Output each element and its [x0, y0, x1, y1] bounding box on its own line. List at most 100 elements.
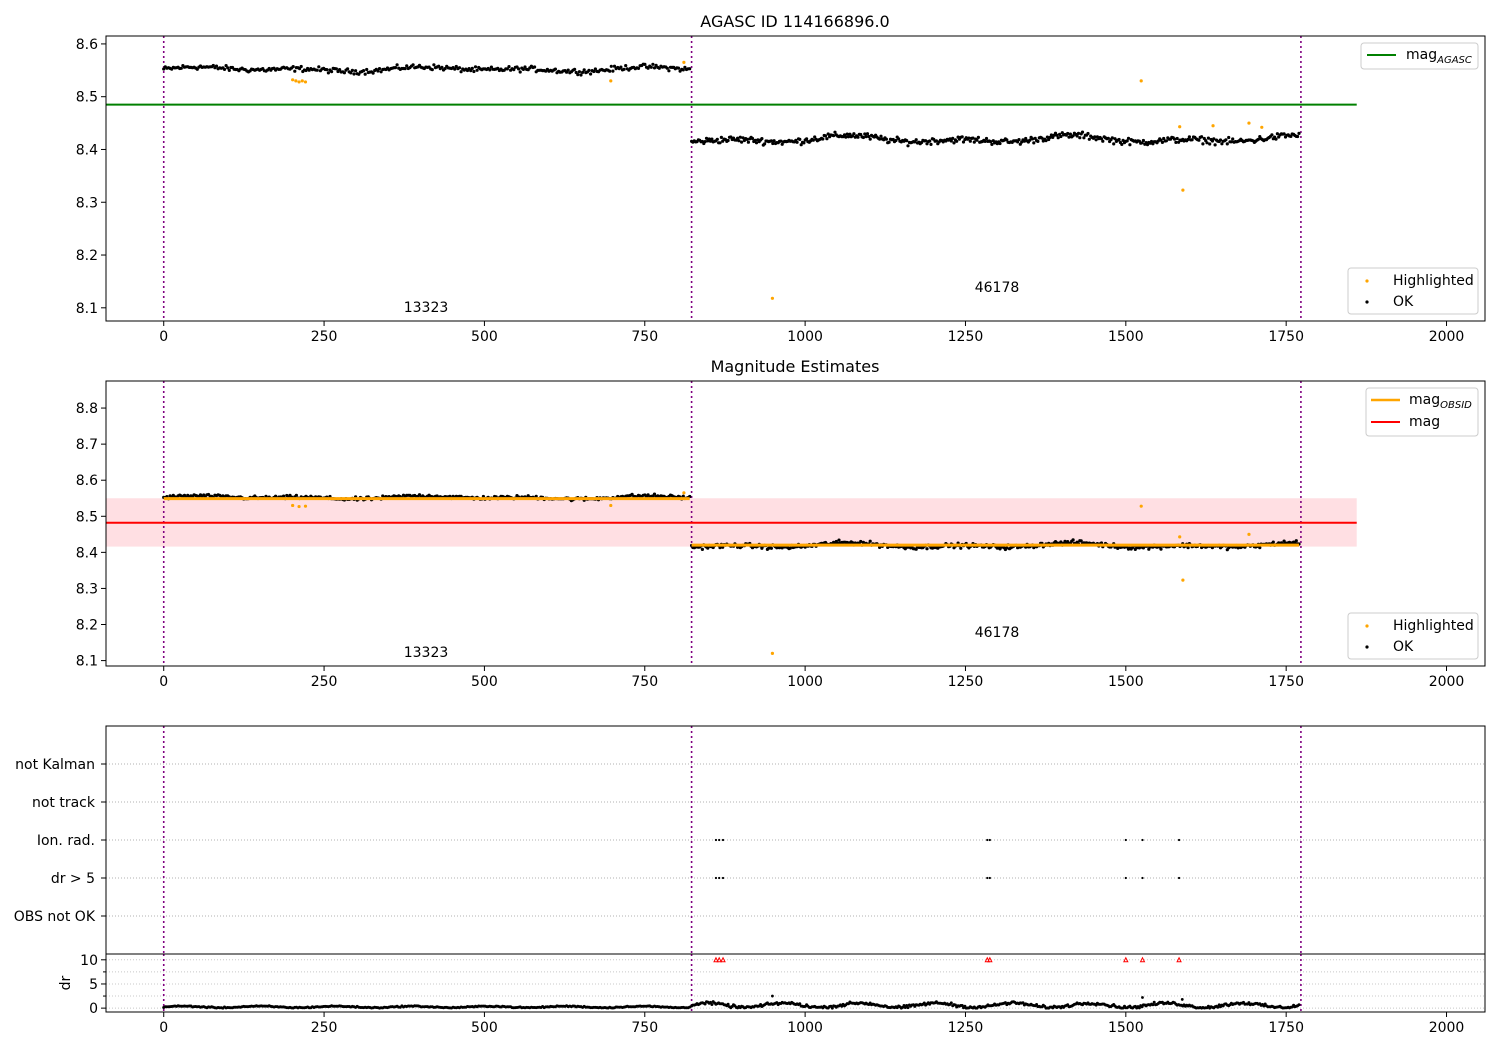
estimates-xtick-label: 0: [159, 674, 168, 690]
agasc-ok-point: [1078, 136, 1082, 140]
dr-ytick-label: 0: [89, 1001, 98, 1017]
agasc-ok-point: [976, 135, 981, 139]
agasc-ok-point: [1206, 136, 1210, 140]
estimates-ok-point: [959, 546, 963, 550]
agasc-ok-point: [772, 139, 776, 143]
agasc-ok-point: [1045, 135, 1049, 139]
agasc-ok-point: [1213, 143, 1217, 147]
flag-label-not-kalman: not Kalman: [15, 757, 95, 773]
agasc-ok-point: [1282, 132, 1286, 136]
estimates-ytick-label: 8.2: [76, 618, 98, 634]
agasc-ok-point: [470, 66, 474, 70]
agasc-panel: AGASC ID 114166896.0 13323 46178 0 250 500…: [76, 12, 1486, 345]
agasc-ok-point: [589, 72, 593, 76]
estimates-highlighted-point: [291, 503, 295, 508]
agasc-ok-point: [609, 64, 613, 68]
agasc-ok-point: [1082, 136, 1086, 140]
estimates-panel: Magnitude Estimates 13323 46178 0 250 500 7…: [76, 357, 1486, 690]
agasc-ok-point: [823, 134, 828, 138]
agasc-xtick-label: 1500: [1108, 329, 1144, 345]
agasc-ok-point: [1186, 137, 1190, 141]
flag-point: [1124, 876, 1127, 880]
agasc-ok-point: [475, 68, 479, 72]
agasc-ok-point: [844, 135, 848, 139]
agasc-ok-point: [1231, 137, 1235, 141]
agasc-ok-point: [740, 140, 744, 144]
dr-point: [1297, 1003, 1301, 1007]
agasc-ok-point: [379, 70, 383, 74]
agasc-ok-point: [376, 69, 380, 73]
estimates-highlighted-point: [609, 503, 613, 508]
estimates-ok-point: [1059, 540, 1063, 544]
agasc-ok-point: [1067, 135, 1071, 139]
dr-xtick-label: 1250: [948, 1020, 984, 1036]
estimates-ok-point: [1071, 538, 1075, 542]
agasc-ok-point: [1066, 131, 1070, 136]
agasc-ok-point: [813, 135, 817, 139]
agasc-highlighted-point: [291, 78, 295, 82]
agasc-ok-point: [592, 69, 596, 74]
dr-point: [703, 1002, 707, 1006]
dr-panel-frame: [105, 953, 1486, 1013]
agasc-ok-point: [1289, 134, 1293, 138]
agasc-ok-point: [1086, 131, 1090, 136]
estimates-panel-title: Magnitude Estimates: [711, 357, 880, 376]
estimates-ok-point: [1005, 546, 1009, 550]
agasc-ok-point: [649, 65, 653, 69]
estimates-xtick-label: 750: [631, 674, 658, 690]
agasc-ok-point: [437, 64, 441, 68]
agasc-ok-point: [512, 68, 516, 72]
agasc-ok-point: [1040, 136, 1044, 140]
agasc-ok-point: [833, 130, 837, 134]
agasc-ok-point: [984, 136, 989, 141]
dr-xtick-label: 1000: [787, 1020, 823, 1036]
obsid-label-13323: 13323: [404, 300, 449, 316]
agasc-ok-point: [553, 67, 558, 71]
dr-point: [949, 1001, 953, 1005]
agasc-ok-point: [619, 65, 623, 69]
agasc-ok-point: [681, 68, 685, 72]
dr-xtick-label: 2000: [1429, 1020, 1465, 1036]
estimates-highlighted-point: [1247, 532, 1251, 536]
legend-mag-obsid-label: magOBSID: [1409, 392, 1472, 411]
dr-clipped-marker: [720, 956, 726, 963]
agasc-ok-point: [929, 142, 933, 146]
agasc-ok-point: [1274, 137, 1278, 141]
agasc-ok-point: [611, 69, 615, 73]
agasc-ok-point: [967, 136, 971, 140]
estimates-highlighted-point: [770, 651, 775, 655]
agasc-ok-point: [1174, 140, 1178, 144]
agasc-ok-point: [1190, 138, 1194, 142]
agasc-ok-point: [878, 137, 882, 141]
flag-point: [1177, 876, 1181, 880]
dr-point: [710, 1003, 714, 1006]
agasc-ok-point: [832, 134, 836, 138]
estimates-ytick-label: 8.1: [76, 654, 98, 670]
dr-axis-label: dr: [58, 975, 74, 990]
agasc-ok-point: [1125, 139, 1129, 143]
agasc-ok-point: [608, 69, 612, 73]
estimates-ok-point: [1294, 539, 1298, 543]
dr-point: [1216, 1005, 1220, 1009]
agasc-ok-point: [1080, 130, 1085, 134]
obsid-label-46178-estimates: 46178: [975, 625, 1020, 641]
agasc-ok-point: [325, 68, 329, 72]
agasc-ok-point: [489, 65, 493, 69]
agasc-ok-point: [905, 139, 909, 143]
agasc-ok-point: [1016, 140, 1020, 144]
estimates-ok-point: [294, 493, 298, 497]
flag-label-ion-rad: Ion. rad.: [37, 833, 95, 849]
agasc-ok-point: [753, 138, 757, 142]
agasc-ok-point: [357, 72, 361, 76]
agasc-ok-point: [884, 137, 889, 141]
legend-mag-agasc-label: magAGASC: [1406, 47, 1472, 66]
agasc-ok-point: [1044, 139, 1048, 143]
agasc-ok-point: [879, 134, 883, 138]
agasc-ok-point: [430, 68, 434, 72]
agasc-xtick-label: 250: [311, 329, 338, 345]
agasc-ok-point: [362, 69, 366, 73]
agasc-ok-point: [983, 139, 987, 143]
agasc-ok-point: [1162, 136, 1166, 141]
flag-point: [721, 876, 725, 880]
agasc-ok-point: [518, 70, 522, 74]
